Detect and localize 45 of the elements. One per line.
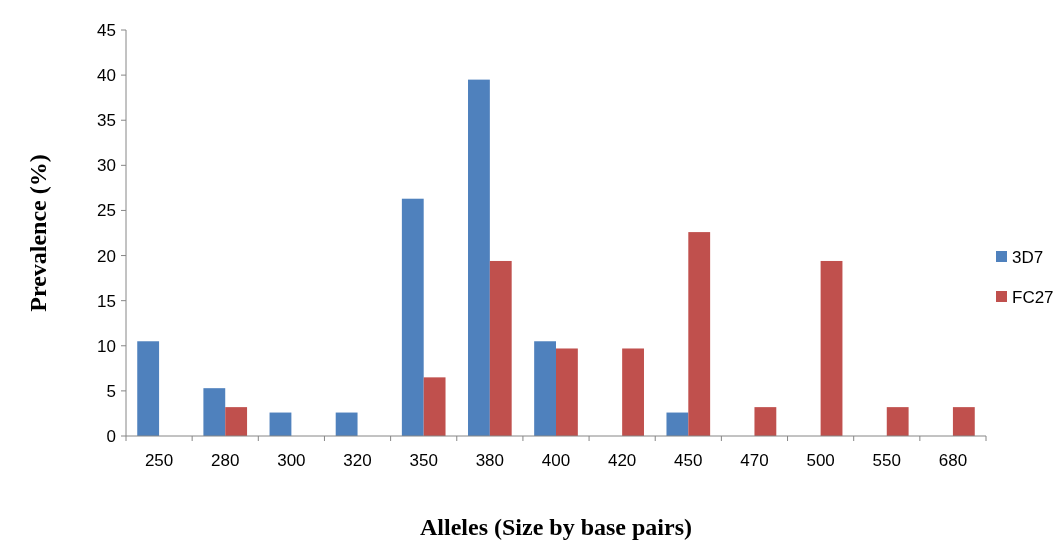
y-tick-label: 5 (106, 381, 116, 401)
bar (401, 198, 424, 436)
bar (622, 348, 644, 436)
x-tick-label: 450 (674, 451, 703, 470)
x-tick-label: 680 (938, 451, 968, 470)
x-tick-label: 250 (144, 451, 174, 470)
y-tick-label: 35 (97, 111, 116, 131)
bar (225, 407, 248, 436)
bar (423, 377, 446, 436)
bar (556, 348, 578, 436)
x-tick-label: 420 (607, 451, 637, 470)
y-tick-label: 30 (97, 156, 116, 176)
y-tick-label: 0 (106, 426, 116, 446)
bar (886, 407, 909, 436)
legend-label: 3D7 (1012, 247, 1044, 267)
x-tick-label: 300 (277, 451, 306, 470)
x-tick-label: 470 (740, 451, 769, 470)
legend-label: FC27 (1012, 287, 1054, 307)
y-tick-label: 10 (97, 336, 116, 356)
x-tick-label: 380 (475, 451, 505, 470)
x-axis-title: Alleles (Size by base pairs) (420, 514, 692, 540)
x-tick-label: 280 (211, 451, 240, 470)
y-tick-label: 45 (97, 20, 116, 40)
y-tick-label: 40 (97, 66, 116, 86)
y-tick-label: 15 (97, 291, 116, 311)
bar (820, 260, 843, 436)
bar (489, 260, 512, 436)
y-tick-label: 25 (97, 201, 116, 221)
bar (269, 412, 292, 436)
bar (534, 341, 556, 436)
bar (754, 407, 777, 436)
bar (468, 79, 490, 436)
y-axis-title: Prevalence (%) (25, 154, 51, 312)
x-tick-label: 400 (541, 451, 571, 470)
x-tick-label: 500 (806, 451, 835, 470)
bar (952, 407, 975, 436)
bar (666, 412, 689, 436)
bar (203, 388, 226, 436)
x-tick-label: 550 (872, 451, 901, 470)
y-tick-label: 20 (97, 246, 116, 266)
bar (137, 341, 160, 436)
x-tick-label: 350 (409, 451, 438, 470)
x-tick-label: 320 (343, 451, 372, 470)
bar (688, 232, 711, 436)
bar (335, 412, 358, 436)
